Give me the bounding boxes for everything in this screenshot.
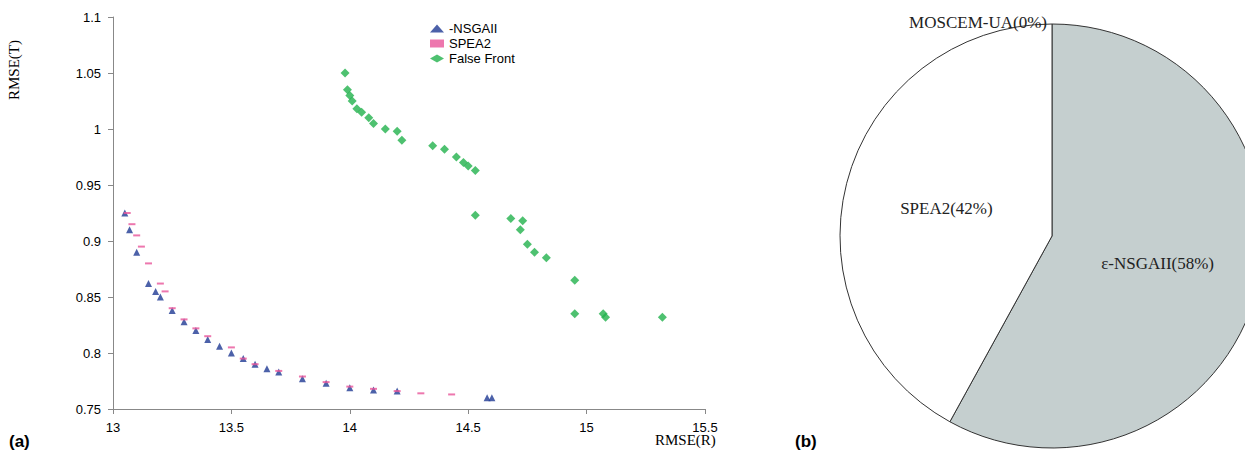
svg-text:SPEA2(42%): SPEA2(42%) bbox=[900, 199, 993, 218]
svg-text:(b): (b) bbox=[795, 432, 817, 451]
svg-text:ε-NSGAII(58%): ε-NSGAII(58%) bbox=[1101, 254, 1214, 273]
svg-text:14: 14 bbox=[343, 420, 357, 435]
svg-text:0.9: 0.9 bbox=[83, 234, 101, 249]
svg-text:14.5: 14.5 bbox=[456, 420, 481, 435]
svg-text:(a): (a) bbox=[9, 432, 30, 451]
svg-text:13: 13 bbox=[106, 420, 120, 435]
svg-text:1: 1 bbox=[94, 122, 101, 137]
svg-text:False Front: False Front bbox=[449, 51, 515, 66]
svg-text:RMSE(T): RMSE(T) bbox=[6, 40, 23, 100]
svg-text:1.05: 1.05 bbox=[76, 66, 101, 81]
svg-text:MOSCEM-UA(0%): MOSCEM-UA(0%) bbox=[909, 13, 1047, 32]
svg-text:0.8: 0.8 bbox=[83, 346, 101, 361]
svg-text:15.5: 15.5 bbox=[692, 420, 717, 435]
svg-text:15: 15 bbox=[579, 420, 593, 435]
svg-text:RMSE(R): RMSE(R) bbox=[655, 431, 716, 448]
svg-text:0.85: 0.85 bbox=[76, 290, 101, 305]
svg-text:1.1: 1.1 bbox=[83, 10, 101, 25]
svg-text:-NSGAII: -NSGAII bbox=[449, 21, 497, 36]
svg-text:13.5: 13.5 bbox=[219, 420, 244, 435]
svg-text:0.75: 0.75 bbox=[76, 402, 101, 417]
svg-text:SPEA2: SPEA2 bbox=[449, 36, 491, 51]
svg-text:0.95: 0.95 bbox=[76, 178, 101, 193]
